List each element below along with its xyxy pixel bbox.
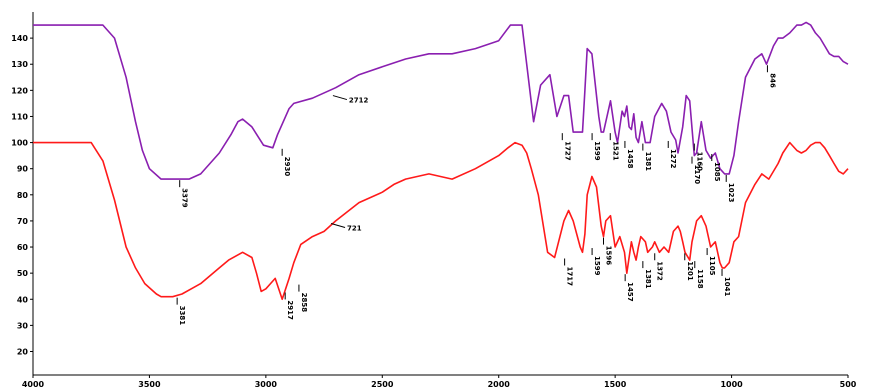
annotation-layer: 3379 2930 2712 1727 1599 1521 1458 1381 1272 1160… — [176, 65, 776, 326]
y-tick-label: 110 — [11, 112, 28, 121]
x-tick-label: 1500 — [604, 380, 627, 389]
peak-label: 1599 — [593, 256, 601, 276]
peak-label: 1201 — [686, 261, 694, 281]
x-tick-label: 3500 — [138, 380, 161, 389]
peak-label: 2930 — [283, 157, 291, 177]
y-tick-label: 30 — [17, 321, 29, 330]
y-tick-label: 80 — [17, 191, 29, 200]
y-tick-label: 140 — [11, 34, 28, 43]
peak-label: 1381 — [644, 269, 652, 289]
peak-label: 2858 — [300, 293, 308, 313]
peak-label: 3379 — [181, 188, 189, 208]
series-layer — [33, 21, 849, 301]
peak-label: 2712 — [349, 97, 369, 105]
peak-label: 1381 — [644, 152, 652, 172]
peak-label: 846 — [768, 73, 776, 88]
x-tick-label: 500 — [840, 380, 857, 389]
peak-label: 2917 — [286, 300, 294, 320]
x-tick-label: 1000 — [720, 380, 743, 389]
peak-label: 1727 — [563, 141, 571, 161]
peak-label: 1041 — [723, 277, 731, 297]
peak-label: 1596 — [605, 246, 613, 266]
peak-label: 721 — [347, 225, 362, 233]
peak-label: 1458 — [626, 149, 634, 169]
peak-label: 1521 — [611, 141, 619, 161]
x-tick-label: 3000 — [255, 380, 278, 389]
x-ticks: 4000 3500 3000 2500 2000 1500 1000 500 — [22, 375, 857, 389]
peak-label: 1085 — [713, 162, 721, 182]
y-tick-label: 90 — [17, 165, 29, 174]
peak-label: 1160 — [695, 152, 703, 172]
series-line-2 — [33, 141, 849, 301]
peak-leader — [332, 95, 348, 101]
peak-label: 1170 — [693, 165, 701, 185]
y-tick-label: 20 — [17, 347, 29, 356]
x-tick-label: 2500 — [371, 380, 394, 389]
y-tick-label: 50 — [17, 269, 29, 278]
peak-label: 1599 — [593, 141, 601, 161]
peak-label: 3381 — [178, 306, 186, 326]
peak-label: 1023 — [727, 183, 735, 203]
peak-label: 1272 — [669, 149, 677, 169]
peak-leader — [330, 223, 346, 229]
series-line-1 — [33, 21, 849, 180]
peak-label: 1717 — [566, 266, 574, 286]
y-tick-label: 70 — [17, 217, 29, 226]
peak-label: 1105 — [708, 256, 716, 276]
peak-label: 1372 — [656, 261, 664, 281]
y-tick-label: 130 — [11, 60, 28, 69]
y-tick-label: 120 — [11, 86, 28, 95]
peak-label: 1158 — [696, 269, 704, 289]
y-tick-label: 100 — [11, 139, 28, 148]
y-tick-label: 40 — [17, 295, 29, 304]
y-ticks: 140 130 120 110 100 90 80 70 60 50 40 30 20 — [11, 34, 33, 356]
x-tick-label: 4000 — [22, 380, 45, 389]
y-tick-label: 60 — [17, 243, 29, 252]
x-tick-label: 2000 — [488, 380, 511, 389]
peak-label: 1457 — [626, 282, 634, 302]
